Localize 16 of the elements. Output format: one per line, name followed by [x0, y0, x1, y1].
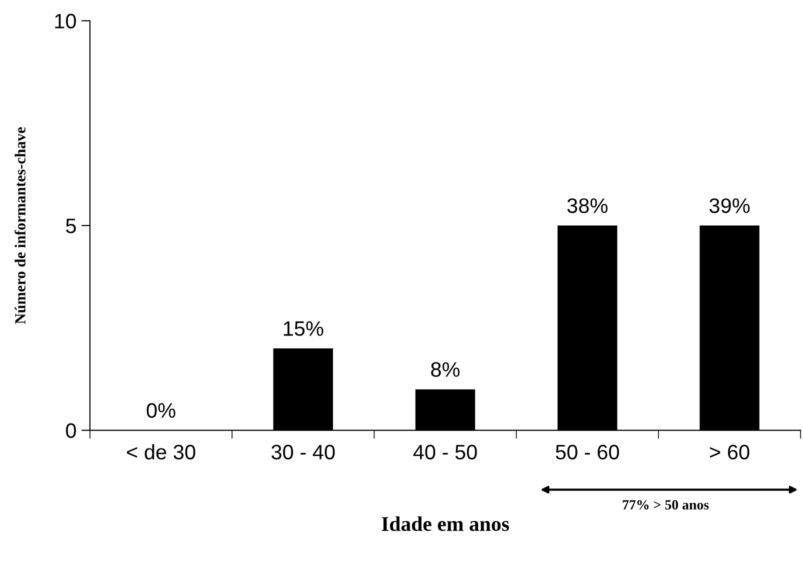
y-tick-label: 5	[66, 218, 76, 234]
y-axis-title: Número de informantes-chave	[14, 127, 26, 324]
x-tick-label: 50 - 60	[556, 444, 620, 460]
x-tick-label: 30 - 40	[272, 444, 335, 460]
annotation: 38%	[567, 198, 608, 214]
x-tick-label: > 60	[710, 444, 750, 460]
annotation: 39%	[709, 198, 750, 214]
x-tick-label: 40 - 50	[413, 444, 477, 460]
text: 77% > 50 anos	[622, 500, 709, 510]
x-axis-title: Idade em anos	[382, 516, 509, 532]
annotation: 8%	[431, 362, 460, 377]
annotation: 15%	[284, 321, 324, 336]
y-tick-label: 0	[66, 423, 76, 438]
annotation: 0%	[146, 403, 176, 418]
y-tick-label: 10	[55, 14, 76, 29]
x-tick-label: < de 30	[126, 444, 196, 460]
